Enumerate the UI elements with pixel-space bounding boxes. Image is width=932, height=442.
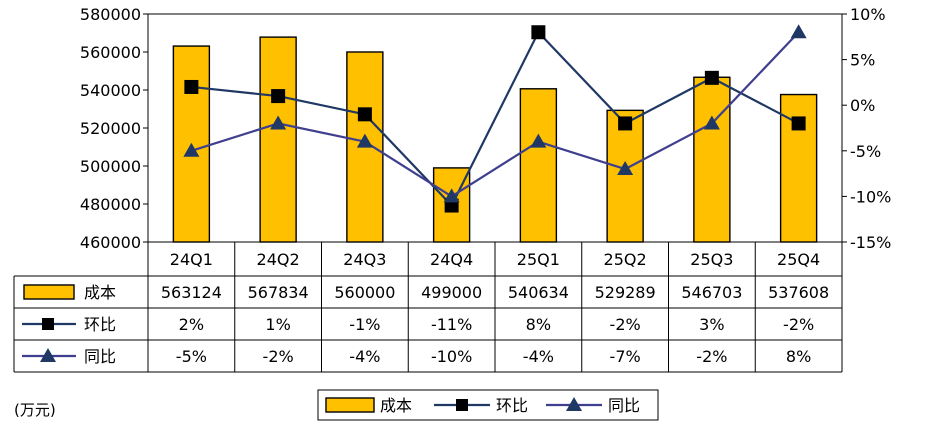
legend-swatch-mom-marker — [456, 399, 468, 411]
legend: 成本 环比 同比 — [317, 389, 659, 421]
y2-tick-label: 0% — [850, 96, 875, 115]
data-value: -1% — [349, 315, 380, 334]
data-value: -2% — [610, 315, 641, 334]
y2-tick-label: -15% — [850, 233, 891, 252]
bar-cost — [259, 36, 297, 243]
data-value: -2% — [696, 347, 727, 366]
category-label: 25Q3 — [690, 250, 733, 269]
legend-key-mom-marker — [42, 318, 54, 330]
data-value: 8% — [786, 347, 811, 366]
data-value: 1% — [265, 315, 290, 334]
yoy-point — [617, 161, 634, 176]
data-value: 560000 — [334, 283, 395, 302]
yoy-line — [191, 31, 800, 198]
legend-key-cost — [23, 284, 75, 300]
legend-swatch-yoy-marker — [566, 397, 582, 411]
y2-tick-label: -10% — [850, 187, 891, 206]
y-tick-label: 540000 — [80, 81, 141, 100]
plot-frame — [147, 13, 843, 243]
legend-label: 同比 — [608, 396, 640, 415]
bar-cost — [606, 109, 644, 243]
data-value: -5% — [176, 347, 207, 366]
data-value: -10% — [431, 347, 472, 366]
data-value: -7% — [610, 347, 641, 366]
series-name: 环比 — [84, 315, 116, 334]
y-tick-label: 580000 — [80, 5, 141, 24]
legend-swatch-cost — [325, 397, 375, 413]
data-value: 8% — [526, 315, 551, 334]
data-value: 499000 — [421, 283, 482, 302]
category-label: 24Q1 — [170, 250, 213, 269]
mom-point — [531, 25, 546, 40]
data-value: 567834 — [248, 283, 309, 302]
category-label: 24Q3 — [343, 250, 386, 269]
data-value: 540634 — [508, 283, 569, 302]
yoy-point — [790, 24, 807, 39]
mom-point — [618, 116, 633, 131]
y-tick-label: 560000 — [80, 43, 141, 62]
data-value: -11% — [431, 315, 472, 334]
bar-cost — [693, 76, 731, 243]
bar-cost — [519, 88, 558, 243]
data-value: -4% — [349, 347, 380, 366]
y2-tick-label: -5% — [850, 142, 881, 161]
data-value: 2% — [179, 315, 204, 334]
mom-point — [791, 116, 806, 131]
data-value: -4% — [523, 347, 554, 366]
yoy-point — [183, 142, 200, 157]
mom-point — [704, 70, 719, 85]
bars-layer — [172, 36, 818, 243]
data-value: 529289 — [595, 283, 656, 302]
yoy-point — [270, 115, 287, 130]
y-tick-label: 480000 — [80, 195, 141, 214]
mom-point — [271, 89, 286, 104]
y2-tick-label: 5% — [850, 51, 875, 70]
series-name: 成本 — [84, 283, 116, 302]
axes-layer: 460000 480000 500000 520000 540000 560000 5800… — [80, 5, 891, 252]
data-value: -2% — [263, 347, 294, 366]
mom-point — [184, 79, 199, 94]
data-table: 24Q1 24Q2 24Q3 24Q4 25Q1 25Q2 25Q3 25Q4 成本 563124… — [13, 241, 843, 373]
yoy-point — [443, 188, 460, 203]
mom-line — [191, 30, 800, 208]
legend-label: 环比 — [496, 396, 528, 415]
category-label: 25Q2 — [604, 250, 647, 269]
yoy-point — [356, 133, 373, 148]
category-label: 24Q4 — [430, 250, 473, 269]
category-label: 25Q4 — [777, 250, 820, 269]
data-value: 537608 — [768, 283, 829, 302]
data-value: -2% — [783, 315, 814, 334]
yoy-point — [530, 133, 547, 148]
unit-label: (万元) — [14, 401, 56, 419]
y2-tick-label: 10% — [850, 5, 886, 24]
yoy-point — [703, 115, 720, 130]
data-value: 563124 — [161, 283, 222, 302]
series-name: 同比 — [84, 347, 116, 366]
y-tick-label: 500000 — [80, 157, 141, 176]
category-label: 25Q1 — [517, 250, 560, 269]
lines-layer — [183, 24, 807, 213]
category-label: 24Q2 — [257, 250, 300, 269]
y-tick-label: 520000 — [80, 119, 141, 138]
legend-label: 成本 — [380, 396, 412, 415]
legend-key-yoy-marker — [40, 348, 56, 362]
y-tick-label: 460000 — [80, 233, 141, 252]
data-value: 546703 — [681, 283, 742, 302]
data-value: 3% — [699, 315, 724, 334]
mom-point — [357, 107, 372, 122]
